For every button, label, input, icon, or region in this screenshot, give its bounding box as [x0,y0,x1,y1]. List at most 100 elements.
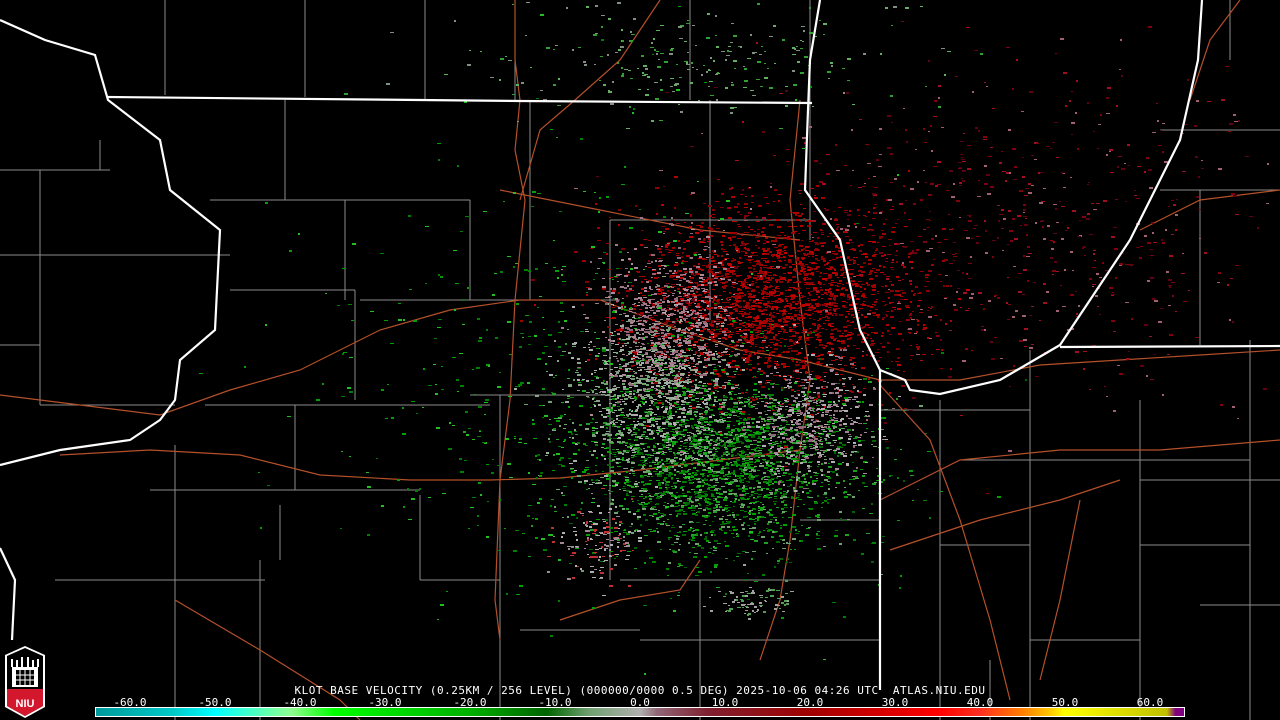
radar-gate [727,362,731,364]
radar-gate [612,412,615,413]
radar-gate [577,475,581,477]
radar-gate [735,519,737,520]
radar-gate [694,553,698,554]
radar-gate [719,387,722,388]
radar-gate [757,535,760,536]
radar-gate [715,441,717,443]
radar-gate [780,480,782,481]
radar-gate [818,464,820,465]
radar-gate [558,464,562,465]
radar-gate [842,444,846,446]
radar-gate [910,313,912,314]
radar-gate [639,276,643,277]
radar-gate [657,248,661,250]
radar-gate [613,352,617,353]
radar-gate [801,332,805,333]
radar-gate [771,394,774,396]
radar-gate [668,252,671,253]
radar-gate [659,251,662,253]
radar-gate [620,459,624,460]
radar-gate [858,310,860,311]
radar-gate [742,528,745,530]
radar-gate [805,373,808,374]
radar-gate [692,472,694,474]
radar-gate [618,370,620,372]
radar-gate [715,464,717,466]
radar-gate [779,254,783,255]
radar-gate [771,308,774,310]
radar-gate [660,495,664,496]
radar-gate [737,553,741,554]
radar-gate [811,371,813,372]
radar-gate [848,397,852,398]
radar-gate [617,473,621,474]
radar-gate [793,326,796,328]
radar-gate [804,284,806,285]
radar-gate [706,391,709,392]
radar-gate [673,279,677,280]
radar-gate [618,474,621,475]
radar-gate [725,545,729,547]
radar-gate [722,402,726,403]
radar-gate [730,481,734,483]
radar-gate [824,479,828,481]
radar-gate [714,335,717,337]
radar-gate [824,208,826,209]
radar-gate [733,461,737,462]
radar-gate [724,412,728,413]
radar-gate [661,289,664,291]
radar-gate [698,327,702,328]
radar-gate [758,434,761,435]
radar-gate [749,487,752,489]
radar-gate [736,459,740,461]
radar-gate [682,481,686,483]
radar-gate [643,448,645,449]
radar-gate [794,391,796,392]
radar-gate [759,416,761,417]
radar-gate [714,399,716,401]
radar-gate [766,430,769,432]
radar-gate [693,556,697,558]
radar-gate [591,380,594,381]
radar-gate [707,292,709,293]
radar-gate [578,481,582,483]
radar-gate [705,365,708,367]
radar-gate [731,472,733,474]
radar-gate [753,487,756,488]
radar-gate [713,415,715,416]
radar-gate [827,499,831,500]
radar-gate [755,237,759,238]
radar-gate [613,438,616,439]
radar-gate [699,498,702,499]
radar-gate [639,309,642,310]
radar-gate [641,488,643,489]
radar-gate [745,351,747,353]
radar-gate [693,275,696,276]
radar-gate [603,425,607,426]
radar-gate [614,512,618,514]
radar-gate [846,302,848,303]
radar-gate [616,387,620,388]
radar-gate [778,488,782,490]
radar-gate [609,493,611,494]
radar-gate [745,516,748,517]
radar-gate [712,256,714,258]
radar-gate [744,255,748,256]
radar-gate [753,444,757,445]
radar-gate [884,409,888,410]
radar-gate [782,310,786,312]
radar-gate [774,361,777,362]
radar-gate [889,334,892,335]
radar-gate [833,339,836,341]
radar-gate [747,466,751,467]
radar-gate [835,238,838,240]
radar-gate [820,437,822,438]
radar-gate [709,404,713,406]
radar-gate [766,512,770,513]
radar-gate [709,474,713,475]
radar-gate [747,418,750,420]
radar-gate [870,270,873,272]
radar-gate [772,467,774,469]
radar-gate [675,411,677,412]
